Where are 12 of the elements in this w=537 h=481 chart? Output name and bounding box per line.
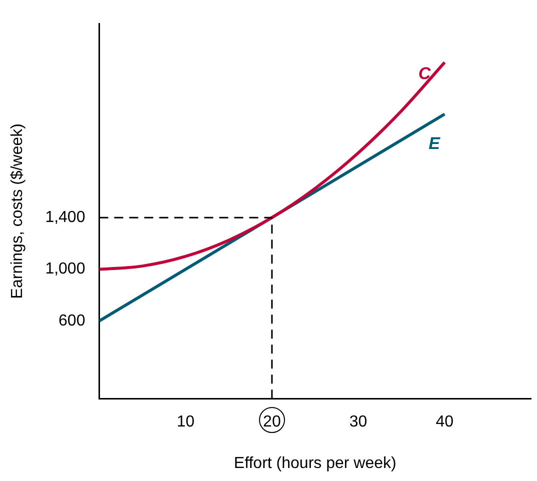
x-tick-label: 40 <box>436 414 454 431</box>
y-axis-title: Earnings, costs ($/week) <box>9 124 26 299</box>
series-label: C <box>418 64 432 84</box>
y-tick-label: 1,000 <box>45 260 86 278</box>
x-tick-label: 30 <box>349 414 368 431</box>
x-axis-title: Effort (hours per week) <box>234 454 396 472</box>
x-tick-label: 10 <box>176 414 195 431</box>
y-tick-label: 600 <box>58 312 86 330</box>
x-tick-label: 20 <box>263 414 281 431</box>
series-label: E <box>428 134 441 153</box>
line-series <box>99 60 446 271</box>
y-tick-label: 1,400 <box>45 208 86 226</box>
